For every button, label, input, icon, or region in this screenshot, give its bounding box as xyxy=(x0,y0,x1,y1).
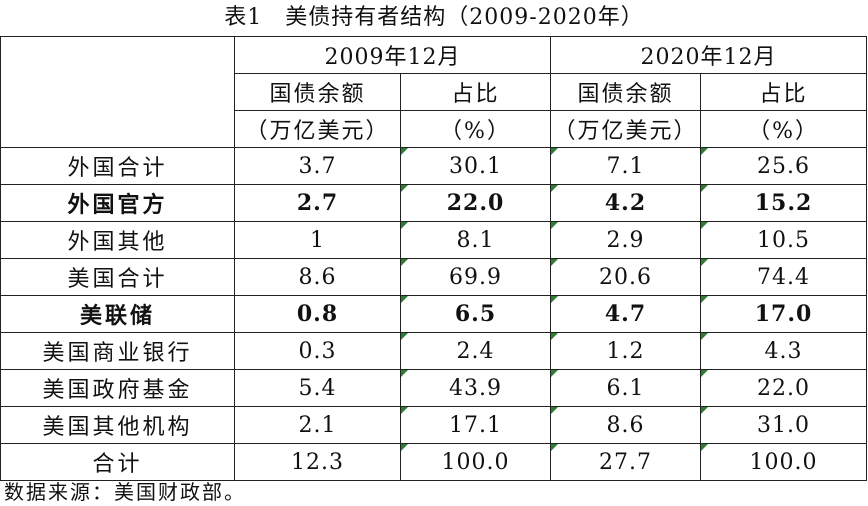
table-cell: 3.7 xyxy=(234,147,401,185)
table-row: 外国官方 2.7 22.0 4.2 15.2 xyxy=(0,184,868,222)
table-cell: 100.0 xyxy=(700,443,868,481)
row-label: 外国其他 xyxy=(0,221,235,259)
table-title: 表1 美债持有者结构（2009-2020年） xyxy=(224,5,644,30)
table-cell: 30.1 xyxy=(399,147,552,185)
table-cell: 20.6 xyxy=(550,258,702,296)
row-label: 美国政府基金 xyxy=(0,369,235,407)
table-row: 美国其他机构 2.1 17.1 8.6 31.0 xyxy=(0,406,868,444)
table-cell: 22.0 xyxy=(700,369,868,407)
table-cell: 4.2 xyxy=(550,184,702,222)
table-cell: 31.0 xyxy=(700,406,868,444)
table-cell: 15.2 xyxy=(700,184,868,222)
table-cell: 17.0 xyxy=(700,295,868,333)
col-share-2009: 占比 xyxy=(399,73,552,111)
table-cell: 22.0 xyxy=(399,184,552,222)
table-row: 合计 12.3 100.0 27.7 100.0 xyxy=(0,443,868,481)
holders-table: 2009年12月 2020年12月 国债余额 占比 国债余额 占比 （万亿美元）… xyxy=(0,36,868,481)
table-row: 外国其他 1 8.1 2.9 10.5 xyxy=(0,221,868,259)
table-cell: 74.4 xyxy=(700,258,868,296)
table-cell: 0.3 xyxy=(234,332,401,370)
corner-cell xyxy=(0,36,235,148)
table-cell: 6.1 xyxy=(550,369,702,407)
table-cell: 27.7 xyxy=(550,443,702,481)
col-balance-2009: 国债余额 xyxy=(234,73,401,111)
table-cell: 17.1 xyxy=(399,406,552,444)
unit-balance-2020: （万亿美元） xyxy=(550,110,702,148)
col-balance-2020: 国债余额 xyxy=(550,73,702,111)
table-row: 美国商业银行 0.3 2.4 1.2 4.3 xyxy=(0,332,868,370)
table-cell: 8.6 xyxy=(234,258,401,296)
table-cell: 69.9 xyxy=(399,258,552,296)
table-row: 美国政府基金 5.4 43.9 6.1 22.0 xyxy=(0,369,868,407)
table-cell: 2.4 xyxy=(399,332,552,370)
table-cell: 43.9 xyxy=(399,369,552,407)
table-cell: 0.8 xyxy=(234,295,401,333)
table-cell: 7.1 xyxy=(550,147,702,185)
row-label: 美国合计 xyxy=(0,258,235,296)
row-label: 合计 xyxy=(0,443,235,481)
col-share-2020: 占比 xyxy=(700,73,868,111)
period-2020: 2020年12月 xyxy=(550,36,868,74)
row-label: 外国官方 xyxy=(0,184,235,222)
table-cell: 12.3 xyxy=(234,443,401,481)
table-cell: 6.5 xyxy=(399,295,552,333)
unit-share-2020: （%） xyxy=(700,110,868,148)
row-label: 外国合计 xyxy=(0,147,235,185)
source-note: 数据来源：美国财政部。 xyxy=(4,480,246,504)
row-label: 美联储 xyxy=(0,295,235,333)
table-cell: 2.1 xyxy=(234,406,401,444)
table-cell: 2.7 xyxy=(234,184,401,222)
header-row-periods: 2009年12月 2020年12月 xyxy=(0,36,868,148)
table-cell: 5.4 xyxy=(234,369,401,407)
table-cell: 1.2 xyxy=(550,332,702,370)
table-cell: 2.9 xyxy=(550,221,702,259)
table-cell: 4.3 xyxy=(700,332,868,370)
row-label: 美国其他机构 xyxy=(0,406,235,444)
row-label: 美国商业银行 xyxy=(0,332,235,370)
table-cell: 4.7 xyxy=(550,295,702,333)
period-2009: 2009年12月 xyxy=(233,36,552,74)
table-cell: 10.5 xyxy=(700,221,868,259)
table-cell: 100.0 xyxy=(399,443,552,481)
table-cell: 8.1 xyxy=(399,221,552,259)
unit-balance-2009: （万亿美元） xyxy=(234,110,401,148)
table-cell: 1 xyxy=(234,221,401,259)
table-row: 外国合计 3.7 30.1 7.1 25.6 xyxy=(0,147,868,185)
table-row: 美国合计 8.6 69.9 20.6 74.4 xyxy=(0,258,868,296)
unit-share-2009: （%） xyxy=(399,110,552,148)
table-row: 美联储 0.8 6.5 4.7 17.0 xyxy=(0,295,868,333)
table-cell: 8.6 xyxy=(550,406,702,444)
table-cell: 25.6 xyxy=(700,147,868,185)
